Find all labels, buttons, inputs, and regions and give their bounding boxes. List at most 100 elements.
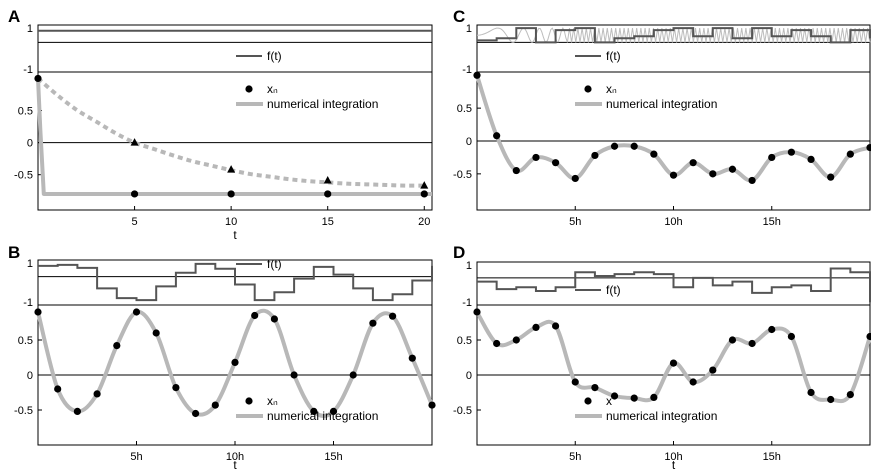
- forcing-ytick-label: 1: [466, 23, 472, 35]
- panel-label: C: [453, 7, 465, 26]
- panel-label: B: [8, 243, 20, 262]
- data-point: [324, 190, 332, 198]
- data-point: [689, 159, 697, 167]
- forcing-ytick-label: 1: [27, 258, 33, 270]
- ytick-label: 0: [466, 370, 472, 382]
- forcing-ytick-label: -1: [23, 64, 33, 76]
- legend-label-numerical: numerical integration: [606, 409, 717, 423]
- xtick-label: 15h: [763, 451, 781, 463]
- data-point: [728, 336, 737, 344]
- xtick-label: 15h: [763, 216, 781, 228]
- data-point: [192, 409, 200, 418]
- ytick-label: 0: [27, 370, 33, 382]
- data-point: [512, 336, 520, 344]
- x-axis-label: t: [233, 228, 237, 242]
- ytick-label: -0.5: [453, 169, 472, 181]
- ytick-label: -0.5: [14, 170, 33, 182]
- data-point: [728, 165, 737, 173]
- data-point: [768, 153, 776, 162]
- legend-label-numerical: numerical integration: [267, 409, 378, 423]
- data-point: [369, 319, 377, 327]
- data-point: [827, 173, 835, 181]
- data-point: [866, 332, 871, 341]
- forcing-axes: [37, 24, 433, 73]
- data-point: [748, 339, 756, 348]
- main-axes: [37, 71, 433, 211]
- data-point: [610, 142, 619, 150]
- data-point: [630, 394, 638, 402]
- data-point: [552, 159, 560, 167]
- data-point: [689, 378, 697, 386]
- legend-label-xn: xₙ: [267, 394, 278, 408]
- data-point: [211, 401, 219, 409]
- forcing-legend-label: f(t): [606, 49, 621, 63]
- data-point: [571, 378, 579, 386]
- data-point: [748, 176, 756, 185]
- data-point: [846, 150, 854, 158]
- ytick-label: 0.5: [18, 335, 33, 347]
- xtick-label: 10h: [664, 451, 682, 463]
- ytick-label: 0.5: [457, 335, 472, 347]
- data-point: [172, 384, 180, 392]
- legend-label-numerical: numerical integration: [267, 97, 378, 111]
- data-point: [270, 315, 278, 323]
- ytick-label: 0: [466, 136, 472, 148]
- legend-marker-xn: [245, 397, 253, 405]
- xtick-label: 10h: [664, 216, 682, 228]
- data-point: [807, 388, 815, 397]
- data-point: [669, 359, 678, 367]
- forcing-legend-label: f(t): [606, 283, 621, 297]
- triangle-marker: [130, 138, 139, 146]
- forcing-oscillation: [566, 27, 871, 43]
- data-point: [73, 407, 81, 415]
- data-point: [768, 325, 776, 334]
- panel-label: A: [8, 7, 20, 26]
- x-axis-label: t: [672, 458, 676, 472]
- forcing-line: [477, 267, 871, 303]
- forcing-ytick-label: -1: [23, 297, 33, 309]
- legend-marker-xn: [584, 397, 592, 405]
- forcing-ytick-label: 1: [27, 23, 33, 35]
- ytick-label: -0.5: [453, 405, 472, 417]
- legend-label-xn: x: [606, 394, 612, 408]
- data-point: [290, 371, 298, 379]
- forcing-line: [477, 27, 871, 44]
- data-point: [420, 190, 428, 198]
- triangle-marker: [420, 181, 429, 189]
- data-point: [493, 339, 501, 348]
- legend-marker-xn: [245, 85, 253, 93]
- data-point: [650, 150, 658, 158]
- data-point: [591, 384, 599, 392]
- data-point: [552, 322, 560, 330]
- data-point: [571, 174, 579, 183]
- data-point: [408, 354, 416, 362]
- xtick-label: 10: [225, 216, 237, 228]
- legend-label-xn: xₙ: [267, 82, 278, 96]
- xtick-label: 5h: [569, 451, 581, 463]
- xtick-label: 10h: [226, 451, 244, 463]
- ytick-label: 0: [27, 138, 33, 150]
- forcing-ytick-label: -1: [462, 297, 472, 309]
- xtick-label: 15: [322, 216, 334, 228]
- legend-marker-xn: [584, 85, 592, 93]
- data-point: [532, 323, 540, 331]
- numerical-integration-line: [36, 78, 432, 196]
- data-point: [787, 148, 796, 156]
- triangle-marker: [323, 175, 332, 184]
- forcing-line: [38, 262, 433, 302]
- data-point: [329, 407, 338, 415]
- data-point: [227, 190, 235, 198]
- xtick-label: 15h: [324, 451, 342, 463]
- numerical-integration-line: [475, 73, 871, 183]
- data-point: [493, 132, 501, 140]
- xtick-label: 5h: [569, 216, 581, 228]
- data-point: [669, 171, 678, 179]
- data-point: [349, 371, 357, 379]
- data-point: [827, 395, 835, 404]
- data-point: [54, 385, 62, 393]
- forcing-legend-label: f(t): [267, 49, 282, 63]
